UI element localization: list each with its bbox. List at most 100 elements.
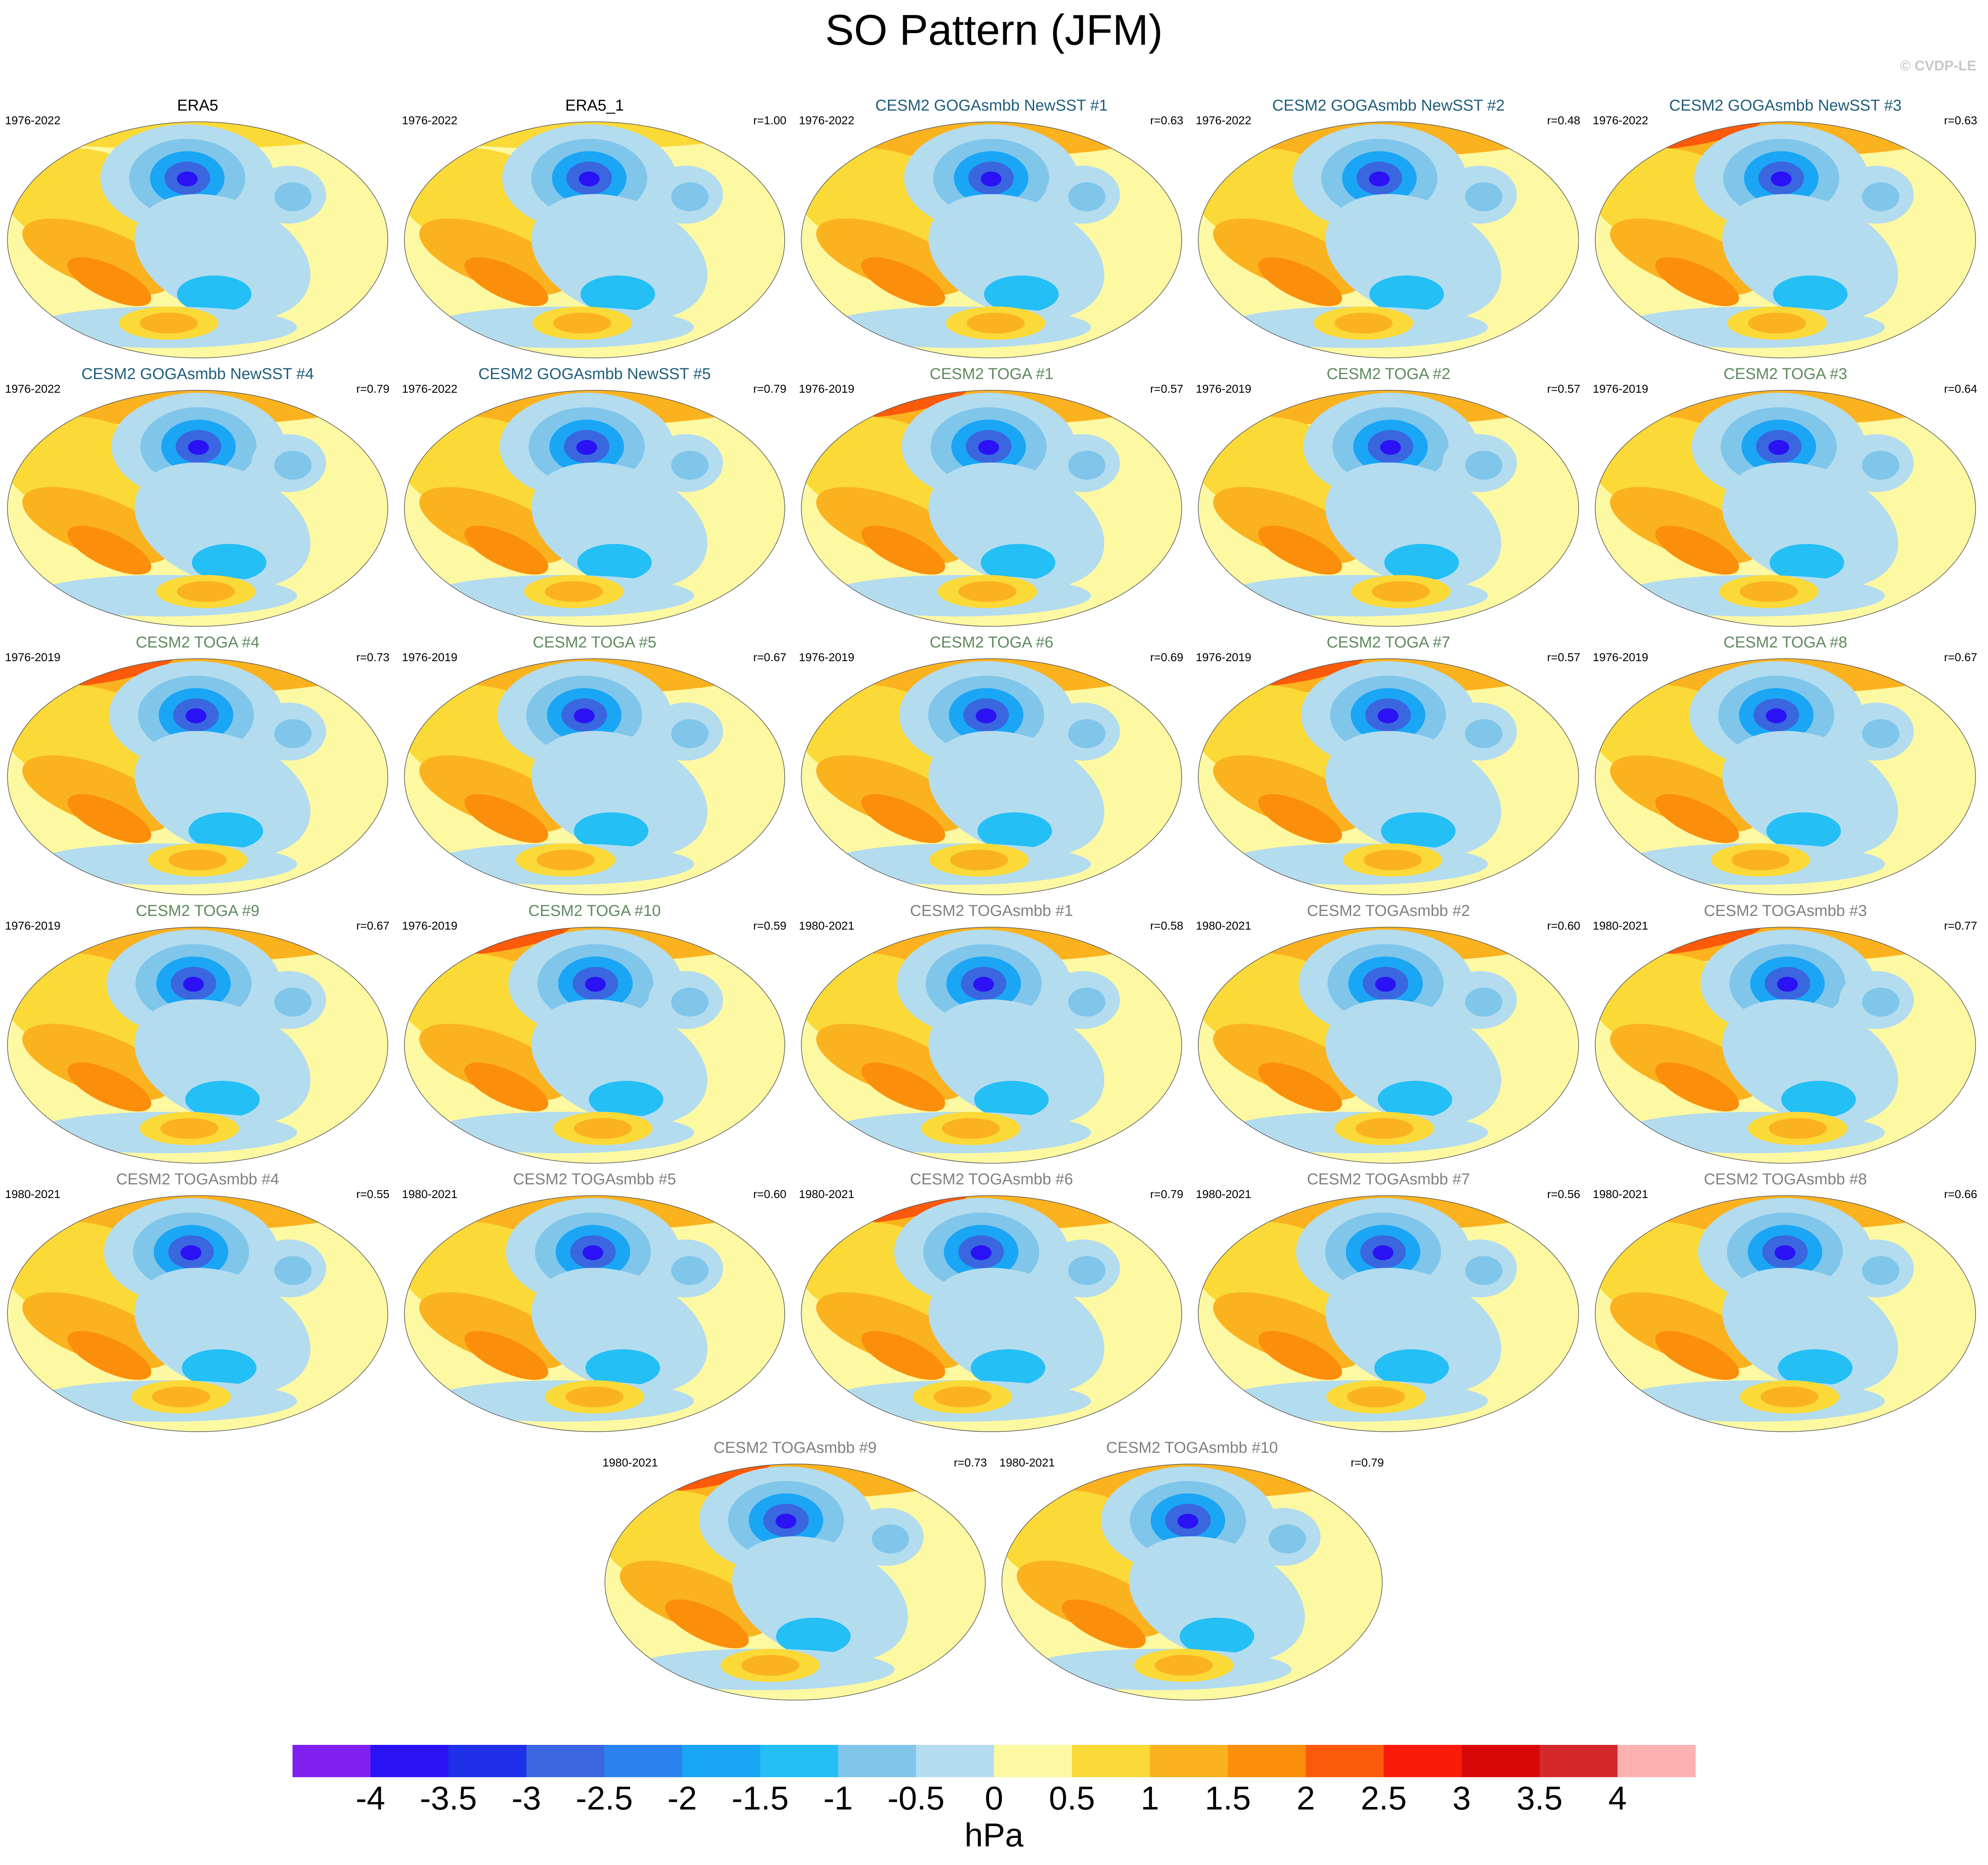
panel-correlation: r=0.60 <box>1547 919 1580 932</box>
panel-years: 1980-2021 <box>999 1456 1055 1469</box>
colorbar-box <box>682 1745 761 1777</box>
map-field <box>1595 390 1976 626</box>
panel-title: CESM2 TOGA #1 <box>929 365 1054 383</box>
east-pacific-negative <box>1325 194 1502 320</box>
north-pacific-low-core <box>1369 172 1390 186</box>
warm-core <box>67 794 152 843</box>
map-border <box>7 658 388 895</box>
warm-core <box>1062 1599 1146 1648</box>
north-pacific-low-core <box>186 708 206 723</box>
southern-high-core <box>1155 1655 1213 1676</box>
north-pacific-low-core <box>973 977 994 992</box>
panel-years: 1980-2021 <box>1196 919 1251 932</box>
panel-title: CESM2 TOGAsmbb #2 <box>1307 902 1470 920</box>
map-panel: CESM2 TOGA #3 1976-2019 r=0.64 <box>1589 365 1982 630</box>
map-plot <box>801 390 1182 627</box>
panel-correlation: r=0.77 <box>1944 919 1977 932</box>
atlantic-negative-core <box>274 182 312 211</box>
north-pacific-low-core <box>971 1245 992 1260</box>
subtropical-high-south <box>419 755 569 832</box>
colorbar-box <box>1306 1745 1384 1777</box>
map-border <box>801 121 1182 358</box>
colorbar-box <box>1150 1745 1228 1777</box>
panel-correlation: r=0.57 <box>1150 382 1183 395</box>
map-field <box>801 927 1182 1163</box>
panel-years: 1980-2021 <box>799 919 854 932</box>
panel-years: 1980-2021 <box>602 1456 658 1469</box>
warm-core <box>861 794 946 843</box>
map-field <box>7 122 388 358</box>
subtropical-high-south <box>816 218 966 295</box>
panel-title: CESM2 TOGA #4 <box>135 634 260 651</box>
map-panel: CESM2 TOGA #1 1976-2019 r=0.57 <box>795 365 1188 630</box>
north-pacific-low-core <box>1771 172 1792 186</box>
panel-title: CESM2 TOGA #7 <box>1326 634 1451 651</box>
north-pacific-low-core <box>183 977 204 992</box>
warm-core <box>1258 526 1342 575</box>
panel-correlation: r=0.79 <box>356 382 389 395</box>
north-pacific-low-core <box>776 1514 796 1529</box>
east-pacific-negative <box>1722 194 1899 320</box>
panel-title: CESM2 TOGAsmbb #3 <box>1704 902 1867 920</box>
colorbar-tick-label: -3.5 <box>420 1780 477 1817</box>
southern-high-core <box>967 313 1025 333</box>
colorbar-units: hPa <box>964 1817 1024 1853</box>
panel-title: CESM2 TOGAsmbb #1 <box>910 902 1073 920</box>
panel-correlation: r=0.79 <box>1150 1188 1183 1201</box>
panel-years: 1980-2021 <box>1593 1188 1648 1201</box>
southern-high-core <box>537 850 595 870</box>
subtropical-high-south <box>419 1024 569 1101</box>
east-pacific-negative <box>134 1268 311 1394</box>
colorbar-box <box>1383 1745 1462 1777</box>
map-panel: CESM2 GOGAsmbb NewSST #3 1976-2022 r=0.63 <box>1589 96 1982 361</box>
panel-title: CESM2 TOGAsmbb #8 <box>1704 1171 1867 1188</box>
north-pacific-low-core <box>1775 1245 1795 1260</box>
map-border <box>7 390 388 627</box>
southern-high-core <box>1347 1387 1405 1407</box>
southern-high-core <box>140 313 198 333</box>
map-panel: CESM2 TOGA #8 1976-2019 r=0.67 <box>1589 633 1982 898</box>
subtropical-high-south <box>619 1561 769 1638</box>
map-field <box>1198 1196 1579 1432</box>
subtropical-high-south <box>22 755 172 832</box>
southern-high-core <box>160 1118 218 1139</box>
map-border <box>1595 1195 1976 1432</box>
colorbar-tick-label: -4 <box>356 1780 385 1817</box>
subtropical-high-south <box>22 218 172 295</box>
colorbar-tick-label: -2.5 <box>576 1780 633 1817</box>
southeast-pacific-low <box>1778 1349 1853 1387</box>
north-pacific-low-core <box>574 708 595 723</box>
east-pacific-negative <box>1325 731 1502 857</box>
north-pacific-low-core <box>1375 977 1396 992</box>
map-plot <box>1198 927 1579 1164</box>
southern-high-core <box>1732 850 1790 870</box>
east-pacific-negative <box>928 194 1105 320</box>
southeast-pacific-low <box>585 1349 660 1387</box>
atlantic-negative-core <box>671 182 709 211</box>
east-pacific-negative <box>1722 731 1899 857</box>
map-border <box>801 1195 1182 1432</box>
map-border <box>605 1464 986 1701</box>
warm-core <box>67 1063 152 1111</box>
panel-title: CESM2 TOGAsmbb #7 <box>1307 1171 1470 1188</box>
north-pacific-low-core <box>1768 440 1789 455</box>
warm-core <box>1258 794 1342 843</box>
southern-high-core <box>741 1655 799 1676</box>
east-pacific-negative <box>928 462 1105 588</box>
map-panel: CESM2 TOGA #2 1976-2019 r=0.57 <box>1192 365 1585 630</box>
panel-title: CESM2 TOGA #5 <box>532 634 657 651</box>
atlantic-negative-core <box>1068 988 1105 1017</box>
north-pacific-low-core <box>978 440 999 455</box>
warm-core <box>464 794 549 843</box>
atlantic-negative-core <box>1465 988 1502 1017</box>
east-pacific-negative <box>134 194 311 320</box>
map-border <box>1595 658 1976 895</box>
southeast-pacific-low <box>1180 1618 1254 1655</box>
map-panel: CESM2 TOGA #6 1976-2019 r=0.69 <box>795 633 1188 898</box>
map-plot <box>1595 121 1976 358</box>
southern-high-core <box>1740 581 1798 602</box>
panel-title: CESM2 TOGA #2 <box>1326 365 1451 383</box>
colorbar-box <box>1072 1745 1150 1777</box>
north-pacific-low-core <box>583 1245 603 1260</box>
colorbar-box <box>526 1745 605 1777</box>
